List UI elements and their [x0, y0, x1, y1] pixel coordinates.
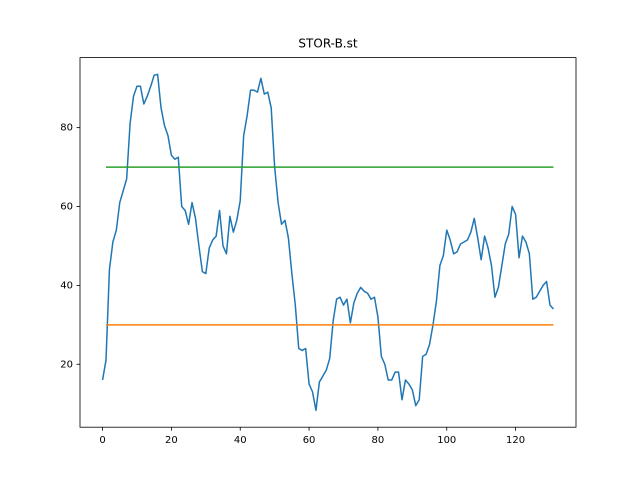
x-tick-label: 0 [99, 435, 105, 446]
y-tick-label: 60 [60, 202, 73, 213]
x-tick-label: 80 [372, 435, 385, 446]
y-tick-label: 20 [60, 359, 73, 370]
x-tick-label: 20 [165, 435, 178, 446]
x-tick-label: 40 [234, 435, 247, 446]
y-tick-label: 40 [60, 280, 73, 291]
y-tick-label: 80 [60, 123, 73, 134]
x-tick-label: 100 [437, 435, 456, 446]
x-tick-label: 60 [303, 435, 316, 446]
x-tick-label: 120 [506, 435, 525, 446]
chart-title: STOR-B.st [298, 37, 357, 51]
line-series [101, 73, 555, 412]
plot-frame [79, 57, 577, 428]
